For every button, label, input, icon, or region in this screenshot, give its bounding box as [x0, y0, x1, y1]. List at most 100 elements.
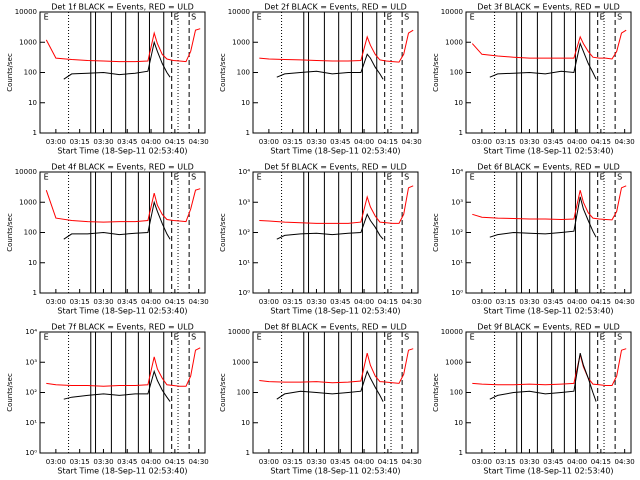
panel-title: Det 7f BLACK = Events, RED = ULD: [51, 323, 194, 332]
y-tick-label: 10⁴: [451, 168, 463, 176]
y-tick-label: 1: [246, 129, 250, 137]
panel-title: Det 9f BLACK = Events, RED = ULD: [477, 323, 620, 332]
y-axis-label: Counts/sec: [432, 53, 440, 92]
annotation: S: [617, 173, 622, 182]
plot-frame: [39, 171, 206, 294]
x-tick-label: 03:45: [543, 458, 563, 466]
y-tick-label: 10¹: [451, 259, 463, 267]
annotation: S: [617, 333, 622, 342]
annotation: S: [191, 13, 196, 22]
x-tick-label: 03:00: [46, 298, 66, 306]
y-tick-label: 1000: [19, 198, 37, 206]
series-line: [471, 29, 627, 60]
y-tick-label: 10¹: [238, 259, 250, 267]
annotation: E: [600, 13, 605, 22]
y-tick-label: 10³: [451, 198, 463, 206]
annotation: S: [404, 333, 409, 342]
series-line: [63, 200, 171, 240]
x-tick-label: 03:00: [259, 138, 279, 146]
series-line: [259, 29, 414, 63]
series-line: [63, 40, 171, 80]
x-tick-label: 04:00: [567, 298, 587, 306]
panel-title: Det 3f BLACK = Events, RED = ULD: [477, 3, 620, 12]
y-tick-label: 1000: [232, 38, 250, 46]
plot-frame: [252, 171, 419, 294]
panel-title: Det 1f BLACK = Events, RED = ULD: [51, 3, 194, 12]
x-tick-label: 04:30: [402, 138, 422, 146]
y-tick-label: 1000: [445, 38, 463, 46]
x-tick-label: 03:45: [330, 298, 350, 306]
x-tick-label: 03:30: [306, 138, 326, 146]
x-tick-label: 03:15: [70, 138, 90, 146]
x-tick-label: 03:00: [46, 138, 66, 146]
series-line: [259, 348, 414, 384]
x-tick-label: 04:00: [354, 298, 374, 306]
x-tick-label: 04:00: [141, 458, 161, 466]
x-tick-label: 03:15: [283, 298, 303, 306]
x-axis-label: Start Time (18-Sep-11 02:53:40): [57, 467, 187, 476]
x-tick-label: 03:00: [472, 458, 492, 466]
series-line: [63, 369, 171, 402]
x-tick-label: 03:15: [496, 138, 516, 146]
y-tick-label: 10: [454, 419, 463, 427]
x-tick-label: 03:15: [70, 298, 90, 306]
x-axis-label: Start Time (18-Sep-11 02:53:40): [483, 147, 613, 156]
x-tick-label: 04:00: [141, 298, 161, 306]
panel-title: Det 2f BLACK = Events, RED = ULD: [264, 3, 407, 12]
annotation: S: [404, 13, 409, 22]
panel: Det 3f BLACK = Events, RED = ULD Counts/s…: [432, 3, 635, 156]
x-tick-label: 04:15: [591, 138, 611, 146]
y-tick-label: 1000: [445, 358, 463, 366]
y-tick-label: 10⁴: [25, 328, 37, 336]
annotation: E: [387, 333, 392, 342]
annotation: E: [257, 13, 262, 22]
x-tick-label: 04:00: [141, 138, 161, 146]
annotation: E: [387, 173, 392, 182]
x-tick-label: 03:00: [259, 298, 279, 306]
annotation: E: [470, 173, 475, 182]
annotation: E: [174, 13, 179, 22]
x-tick-label: 03:00: [46, 458, 66, 466]
x-tick-label: 03:30: [306, 298, 326, 306]
panel: Det 6f BLACK = Events, RED = ULD Counts/s…: [432, 163, 635, 316]
y-tick-label: 10²: [25, 389, 37, 397]
y-axis-label: Counts/sec: [219, 373, 227, 412]
x-tick-label: 04:00: [567, 138, 587, 146]
y-tick-label: 10: [28, 99, 37, 107]
y-tick-label: 10000: [15, 168, 37, 176]
panel: Det 5f BLACK = Events, RED = ULD Counts/s…: [219, 163, 422, 316]
panel-title: Det 5f BLACK = Events, RED = ULD: [264, 163, 407, 172]
series-line: [45, 188, 201, 223]
x-tick-label: 03:45: [117, 138, 137, 146]
plot-frame: [252, 331, 419, 454]
y-tick-label: 10000: [441, 8, 463, 16]
x-tick-label: 03:45: [330, 458, 350, 466]
plot-frame: [39, 331, 206, 454]
x-tick-label: 04:30: [615, 298, 635, 306]
x-tick-label: 03:15: [496, 298, 516, 306]
y-tick-label: 10000: [15, 8, 37, 16]
x-axis-label: Start Time (18-Sep-11 02:53:40): [57, 307, 187, 316]
y-tick-label: 1: [459, 449, 463, 457]
annotation: E: [600, 173, 605, 182]
y-tick-label: 1: [33, 289, 37, 297]
y-axis-label: Counts/sec: [432, 213, 440, 252]
annotation: E: [257, 173, 262, 182]
annotation: S: [191, 173, 196, 182]
panel: Det 2f BLACK = Events, RED = ULD Counts/s…: [219, 3, 422, 156]
x-tick-label: 03:30: [519, 298, 539, 306]
y-tick-label: 1000: [19, 38, 37, 46]
series-line: [276, 213, 384, 240]
annotation: S: [191, 333, 196, 342]
annotation: E: [44, 333, 49, 342]
annotation: E: [600, 333, 605, 342]
annotation: S: [617, 13, 622, 22]
x-axis-label: Start Time (18-Sep-11 02:53:40): [483, 307, 613, 316]
y-axis-label: Counts/sec: [6, 53, 14, 92]
y-tick-label: 10: [241, 419, 250, 427]
plot-frame: [39, 11, 206, 134]
x-tick-label: 03:45: [543, 298, 563, 306]
y-tick-label: 1: [459, 129, 463, 137]
y-tick-label: 10⁰: [451, 289, 463, 297]
x-tick-label: 04:00: [354, 458, 374, 466]
